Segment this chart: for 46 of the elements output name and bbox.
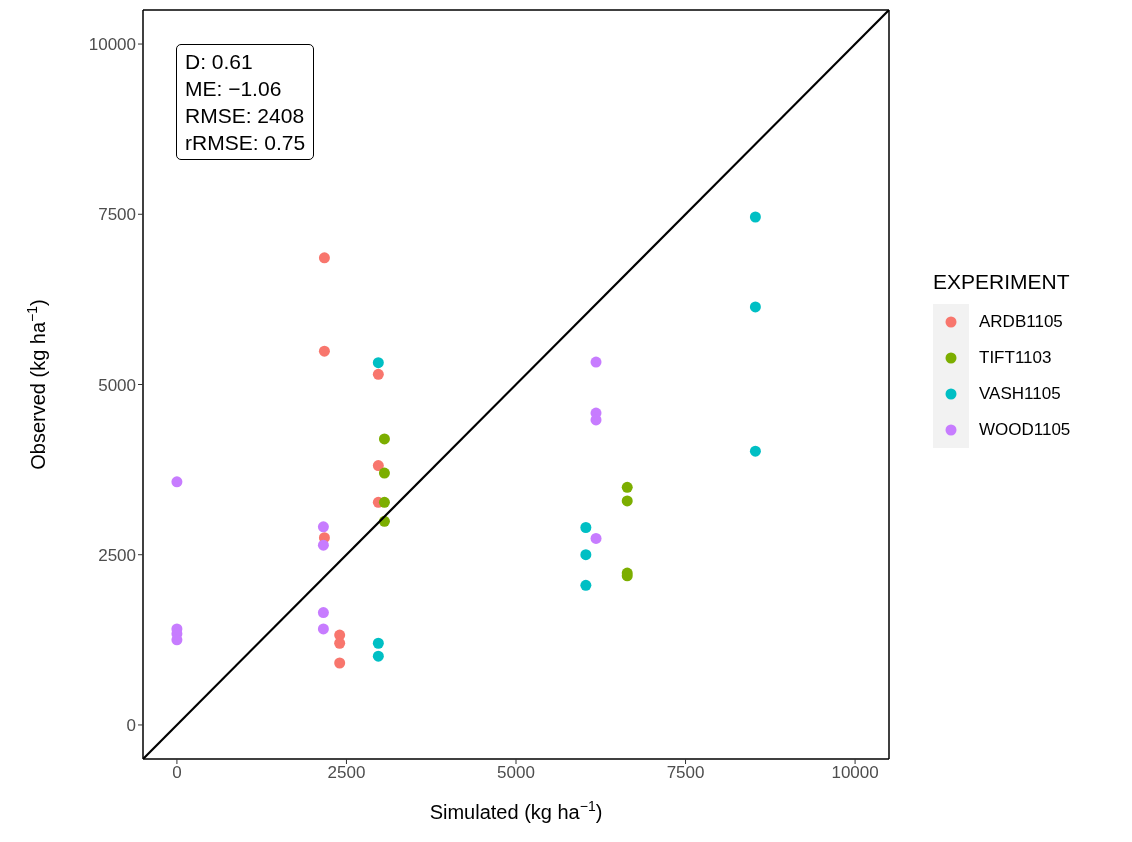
point xyxy=(580,579,592,591)
point xyxy=(317,539,329,551)
point xyxy=(590,356,602,368)
point xyxy=(621,495,633,507)
point xyxy=(378,496,390,508)
point xyxy=(372,368,384,380)
point xyxy=(372,357,384,369)
point xyxy=(590,532,602,544)
legend-label: ARDB1105 xyxy=(979,312,1063,332)
point xyxy=(749,211,761,223)
point xyxy=(318,345,330,357)
point xyxy=(749,445,761,457)
annotation: rRMSE: 0.75 xyxy=(185,130,306,156)
x-tick-label: 5000 xyxy=(497,763,535,783)
point xyxy=(580,521,592,533)
point xyxy=(580,549,592,561)
legend-title: EXPERIMENT xyxy=(933,270,1071,294)
point xyxy=(318,252,330,264)
point xyxy=(171,476,183,488)
point xyxy=(317,521,329,533)
y-tick-label: 7500 xyxy=(98,205,136,225)
point xyxy=(372,637,384,649)
x-tick-label: 0 xyxy=(172,763,182,783)
x-tick-label: 2500 xyxy=(327,763,366,783)
point xyxy=(317,623,329,635)
point xyxy=(749,301,761,313)
annotation: D: 0.61 xyxy=(185,49,254,75)
point xyxy=(372,460,384,472)
annotation: ME: −1.06 xyxy=(185,76,283,102)
point xyxy=(317,607,329,619)
y-tick-label: 5000 xyxy=(98,375,136,395)
point xyxy=(378,433,390,445)
y-tick-label: 0 xyxy=(126,715,136,735)
x-tick-label: 10000 xyxy=(831,763,879,783)
legend-label: VASH1105 xyxy=(979,384,1061,404)
point xyxy=(378,467,390,479)
y-tick-label: 2500 xyxy=(98,545,136,565)
x-tick-label: 7500 xyxy=(666,763,705,783)
legend-label: WOOD1105 xyxy=(979,420,1071,440)
point xyxy=(334,657,346,669)
point xyxy=(621,481,633,493)
x-axis-title: Simulated (kg ha$^{−1}$) xyxy=(429,798,603,823)
y-tick-label: 10000 xyxy=(88,35,136,55)
legend-label: TIFT1103 xyxy=(979,348,1052,368)
point xyxy=(372,650,384,662)
annotation: RMSE: 2408 xyxy=(185,103,306,129)
